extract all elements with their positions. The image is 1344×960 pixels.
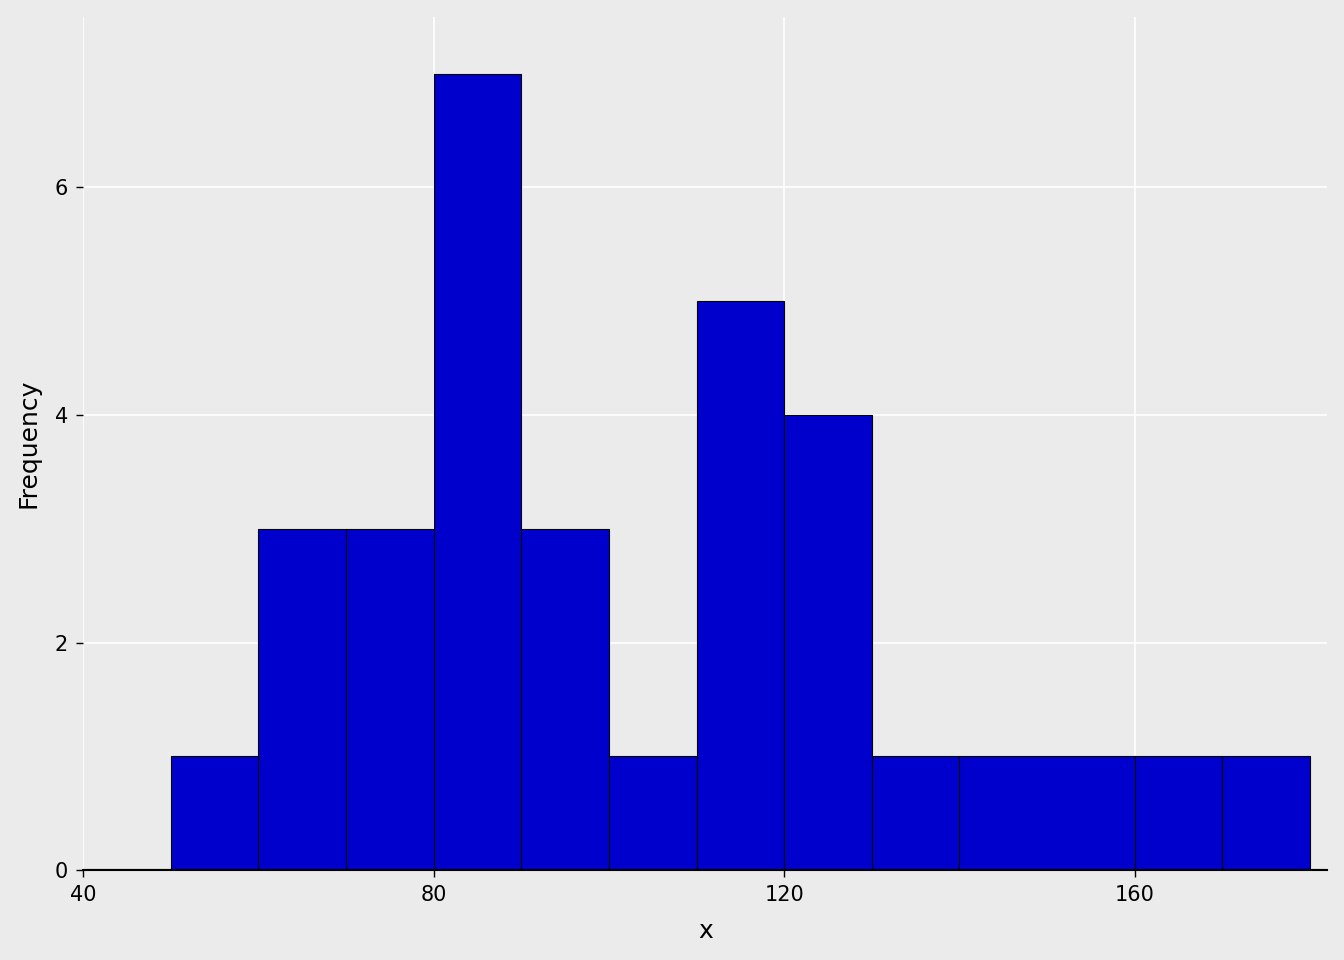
- Bar: [784, 415, 872, 870]
- Bar: [960, 756, 1134, 870]
- Bar: [171, 756, 258, 870]
- Y-axis label: Frequency: Frequency: [16, 379, 40, 508]
- X-axis label: x: x: [698, 920, 712, 944]
- Bar: [434, 74, 521, 870]
- Bar: [609, 756, 696, 870]
- Bar: [1222, 756, 1310, 870]
- Bar: [521, 529, 609, 870]
- Bar: [345, 529, 434, 870]
- Bar: [696, 301, 784, 870]
- Bar: [1134, 756, 1222, 870]
- Bar: [258, 529, 345, 870]
- Bar: [872, 756, 960, 870]
